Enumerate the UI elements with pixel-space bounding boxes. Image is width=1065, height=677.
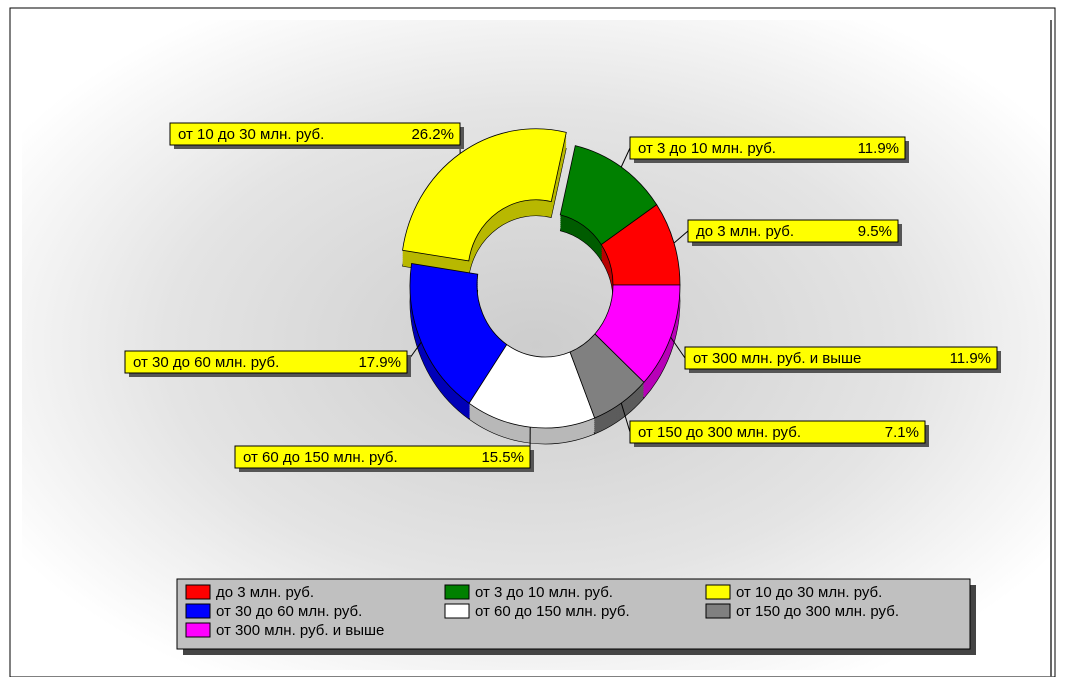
plot-background xyxy=(22,20,1050,670)
label-value: 26.2% xyxy=(411,126,454,143)
label-box xyxy=(169,122,461,146)
label-value: 11.9% xyxy=(950,350,991,367)
legend-swatch xyxy=(185,622,211,638)
label-box xyxy=(687,219,899,243)
legend-swatch xyxy=(185,603,211,619)
slice xyxy=(594,284,681,383)
label-category: от 30 до 60 млн. руб. xyxy=(133,354,279,371)
label-box xyxy=(684,346,998,370)
label-value: 7.1% xyxy=(885,424,919,441)
label-category: от 10 до 30 млн. руб. xyxy=(178,126,324,143)
legend-swatch xyxy=(705,584,731,600)
label-category: от 3 до 10 млн. руб. xyxy=(638,140,776,157)
label-value: 9.5% xyxy=(858,223,892,240)
legend-swatch xyxy=(444,603,470,619)
legend-label: от 10 до 30 млн. руб. xyxy=(736,584,882,601)
label-value: 11.9% xyxy=(858,140,899,157)
label-category: от 300 млн. руб. и выше xyxy=(693,350,861,367)
label-box xyxy=(629,420,926,444)
label-box xyxy=(234,445,531,469)
legend-swatch xyxy=(185,584,211,600)
donut xyxy=(402,128,681,445)
legend: до 3 млн. руб. от 3 до 10 млн. руб. от 10 … xyxy=(176,578,976,655)
label-category: до 3 млн. руб. xyxy=(696,223,794,240)
leader-line xyxy=(620,147,631,168)
legend-box xyxy=(176,578,971,650)
leader-line xyxy=(673,230,689,244)
legend-swatch xyxy=(705,603,731,619)
label-box xyxy=(629,136,906,160)
legend-swatch xyxy=(444,584,470,600)
leader-line xyxy=(620,402,631,433)
slice xyxy=(402,128,567,262)
label-value: 17.9% xyxy=(358,354,401,371)
frame-edge xyxy=(1050,20,1052,677)
legend-label: от 3 до 10 млн. руб. xyxy=(475,584,613,601)
legend-label: от 60 до 150 млн. руб. xyxy=(475,603,630,620)
legend-label: от 30 до 60 млн. руб. xyxy=(216,603,362,620)
label-category: от 60 до 150 млн. руб. xyxy=(243,449,398,466)
slice xyxy=(409,263,508,404)
slice xyxy=(559,145,658,246)
legend-label: от 150 до 300 млн. руб. xyxy=(736,603,899,620)
legend-label: до 3 млн. руб. xyxy=(216,584,314,601)
label-category: от 150 до 300 млн. руб. xyxy=(638,424,801,441)
label-box xyxy=(124,350,408,374)
legend-label: от 300 млн. руб. и выше xyxy=(216,622,384,639)
leader-line xyxy=(670,336,686,359)
label-value: 15.5% xyxy=(481,449,524,466)
